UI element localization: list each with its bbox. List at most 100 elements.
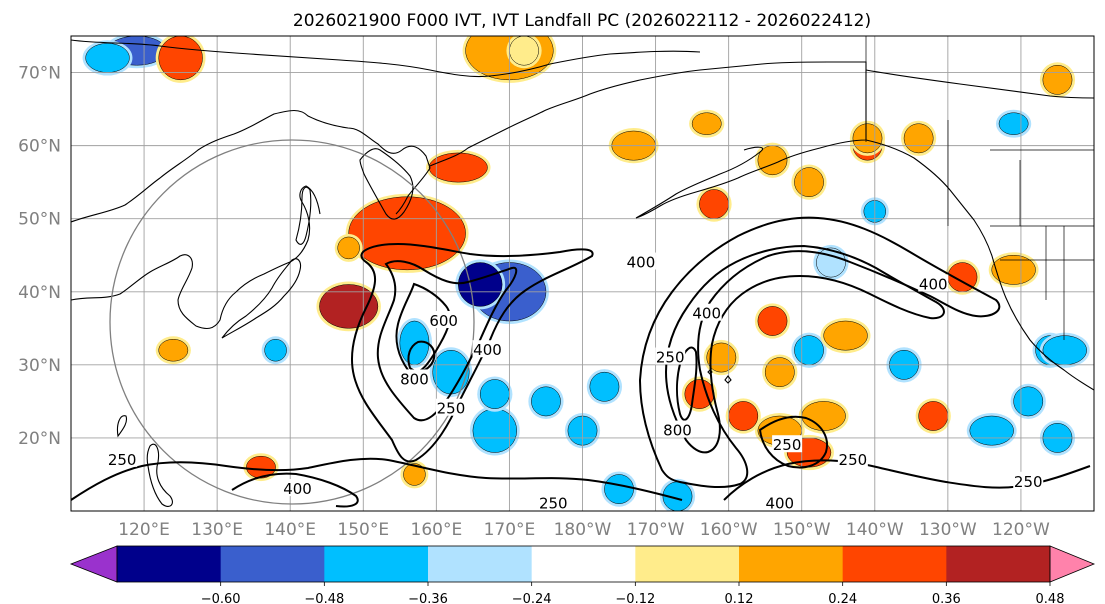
pc-blob bbox=[969, 415, 1014, 446]
pc-blob bbox=[246, 455, 276, 479]
contour-label: 250 bbox=[656, 349, 685, 367]
coastline-asia bbox=[71, 109, 431, 223]
contour-label: 600 bbox=[429, 312, 458, 330]
pc-blob bbox=[794, 335, 824, 366]
lon-label: 160°W bbox=[700, 520, 758, 540]
contour-label-bg bbox=[282, 479, 313, 497]
pc-blob bbox=[757, 306, 788, 336]
colorbar-segment bbox=[428, 546, 533, 582]
colorbar-extend-max bbox=[1049, 545, 1096, 583]
coastlines bbox=[71, 39, 1094, 507]
colorbar-tick-label: −0.36 bbox=[408, 592, 448, 604]
contour-label: 250 bbox=[1014, 473, 1043, 491]
contour-label-bg bbox=[837, 449, 868, 467]
coastline-japan bbox=[221, 258, 302, 339]
contour-400-west bbox=[376, 260, 518, 422]
lon-label: 150°E bbox=[337, 520, 389, 540]
contour-label: 400 bbox=[473, 341, 502, 359]
pc-blob bbox=[472, 408, 517, 453]
contour-label-bg bbox=[472, 340, 503, 358]
colorbar-segment bbox=[117, 546, 222, 582]
lon-label: 140°E bbox=[264, 520, 316, 540]
colorbar-tick-label: −0.60 bbox=[201, 592, 241, 604]
colorbar-frame bbox=[116, 545, 1051, 583]
pc-blob bbox=[158, 339, 189, 362]
lat-label: 70°N bbox=[18, 64, 61, 84]
contour-label-bg bbox=[655, 347, 686, 365]
contour-label: 250 bbox=[839, 451, 868, 469]
colorbar-segment bbox=[220, 546, 325, 582]
landfall-region-circle bbox=[109, 139, 475, 505]
colorbar: −0.60 −0.48 −0.36 −0.24 −0.12 0.12 0.24 0.36 0.4… bbox=[69, 545, 1096, 604]
pc-blob bbox=[801, 401, 846, 431]
contour-labels: 400 400 400 600 400 800 250 250 800 250 250 400 250 2… bbox=[107, 252, 1044, 513]
lat-label: 30°N bbox=[18, 356, 61, 376]
ivt-contours bbox=[71, 216, 1091, 508]
pc-blob bbox=[764, 357, 795, 388]
pc-blob bbox=[852, 123, 883, 154]
contour-label: 250 bbox=[437, 400, 466, 418]
contour-250-east bbox=[638, 216, 1001, 489]
pc-blob bbox=[1042, 335, 1087, 366]
pc-blob bbox=[428, 152, 488, 183]
colorbar-segment bbox=[739, 546, 844, 582]
lon-label: 120°E bbox=[118, 520, 170, 540]
coastline-hawaii bbox=[707, 369, 732, 384]
contour-label-bg bbox=[428, 311, 459, 328]
lat-label: 40°N bbox=[18, 283, 61, 303]
pc-blob bbox=[816, 247, 846, 278]
lon-label: 170°W bbox=[627, 520, 685, 540]
pc-blob bbox=[458, 262, 503, 307]
lon-label: 180°W bbox=[554, 520, 612, 540]
coastline-arctic bbox=[71, 39, 1094, 99]
borders bbox=[865, 36, 1094, 340]
lat-label: 60°N bbox=[18, 137, 61, 157]
pc-blob bbox=[264, 339, 287, 362]
lon-label: 130°E bbox=[191, 520, 243, 540]
contour-label-bg bbox=[1013, 471, 1044, 489]
lon-label: 160°E bbox=[411, 520, 463, 540]
contour-label: 400 bbox=[283, 480, 312, 498]
contour-label: 250 bbox=[539, 495, 568, 513]
contour-label-bg bbox=[691, 303, 722, 321]
contour-label: 400 bbox=[692, 305, 721, 323]
colorbar-tick-label: 0.36 bbox=[932, 592, 961, 604]
coastline-kamchatka bbox=[359, 148, 414, 220]
pc-blob bbox=[158, 36, 203, 81]
colorbar-tick-label: 0.24 bbox=[828, 592, 857, 604]
pc-blob bbox=[589, 371, 620, 402]
pc-blob bbox=[1013, 386, 1044, 417]
contour-400-east bbox=[664, 244, 945, 454]
contour-label: 400 bbox=[627, 254, 656, 272]
contour-600-west bbox=[395, 282, 451, 374]
pc-blob bbox=[823, 320, 868, 351]
coastline-korea-china bbox=[71, 185, 321, 330]
colorbar-tick-label: 0.12 bbox=[725, 592, 754, 604]
colorbar-segment bbox=[635, 546, 740, 582]
colorbar-tick-label: −0.24 bbox=[512, 592, 552, 604]
lon-label: 150°W bbox=[773, 520, 831, 540]
lon-label: 170°E bbox=[484, 520, 536, 540]
pc-blob bbox=[403, 463, 426, 486]
pc-blob bbox=[903, 123, 934, 154]
lon-label: 140°W bbox=[846, 520, 904, 540]
lat-label: 50°N bbox=[18, 210, 61, 230]
contour-600-east bbox=[676, 346, 698, 421]
latitude-labels: 70°N 60°N 50°N 40°N 30°N 20°N bbox=[18, 64, 61, 449]
contour-label: 400 bbox=[765, 495, 794, 513]
contour-label: 250 bbox=[773, 436, 802, 454]
contour-label-bg bbox=[918, 274, 949, 292]
contour-400-south bbox=[231, 472, 359, 508]
contour-label: 800 bbox=[400, 370, 429, 388]
pc-blob bbox=[509, 36, 539, 66]
contour-250-south bbox=[71, 457, 683, 501]
colorbar-segment bbox=[946, 546, 1051, 582]
contour-label-bg bbox=[435, 398, 466, 416]
lat-label: 20°N bbox=[18, 429, 61, 449]
contour-label: 250 bbox=[108, 451, 137, 469]
longitude-labels: 120°E 130°E 140°E 150°E 160°E 170°E 180°W 170°W… bbox=[118, 520, 1050, 540]
pc-blob bbox=[604, 474, 634, 504]
contour-label-bg bbox=[662, 420, 693, 438]
colorbar-tick-label: 0.48 bbox=[1036, 592, 1065, 604]
pc-blob bbox=[918, 401, 949, 431]
